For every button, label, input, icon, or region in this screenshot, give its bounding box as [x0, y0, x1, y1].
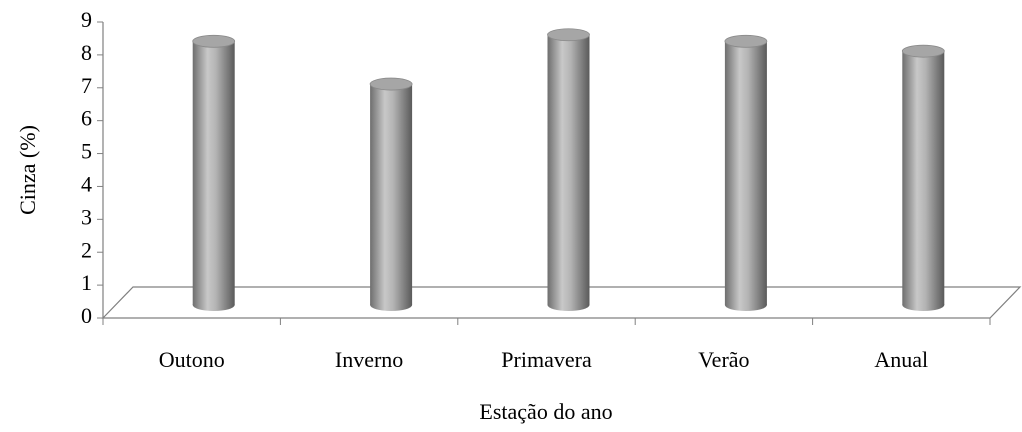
bar: [192, 41, 235, 306]
y-tick-label: 5: [81, 139, 92, 164]
y-tick-label: 2: [81, 237, 92, 262]
x-tick-label: Outono: [159, 347, 225, 372]
bar-top: [369, 77, 413, 91]
x-tick-label: Verão: [698, 347, 749, 372]
y-tick-label: 8: [81, 40, 92, 65]
bar: [724, 41, 767, 306]
bar: [370, 84, 413, 305]
x-tick-label: Anual: [874, 347, 928, 372]
x-tick-label: Inverno: [335, 347, 403, 372]
y-tick-label: 7: [81, 73, 92, 98]
y-axis-label: Cinza (%): [15, 125, 40, 215]
y-tick-label: 0: [81, 303, 92, 328]
bar: [547, 34, 590, 305]
floor: [101, 286, 1022, 319]
y-tick-label: 4: [81, 171, 92, 196]
x-tick-label: Primavera: [501, 347, 592, 372]
bar-top: [724, 34, 768, 48]
bar-top: [547, 28, 590, 42]
x-axis-label: Estação do ano: [479, 399, 612, 424]
bar-top: [901, 44, 945, 58]
y-tick-label: 3: [81, 204, 92, 229]
y-tick-label: 9: [81, 7, 92, 32]
y-tick-label: 6: [81, 106, 92, 131]
bar-top: [192, 34, 236, 48]
y-tick-label: 1: [81, 270, 92, 295]
bar: [902, 51, 945, 305]
